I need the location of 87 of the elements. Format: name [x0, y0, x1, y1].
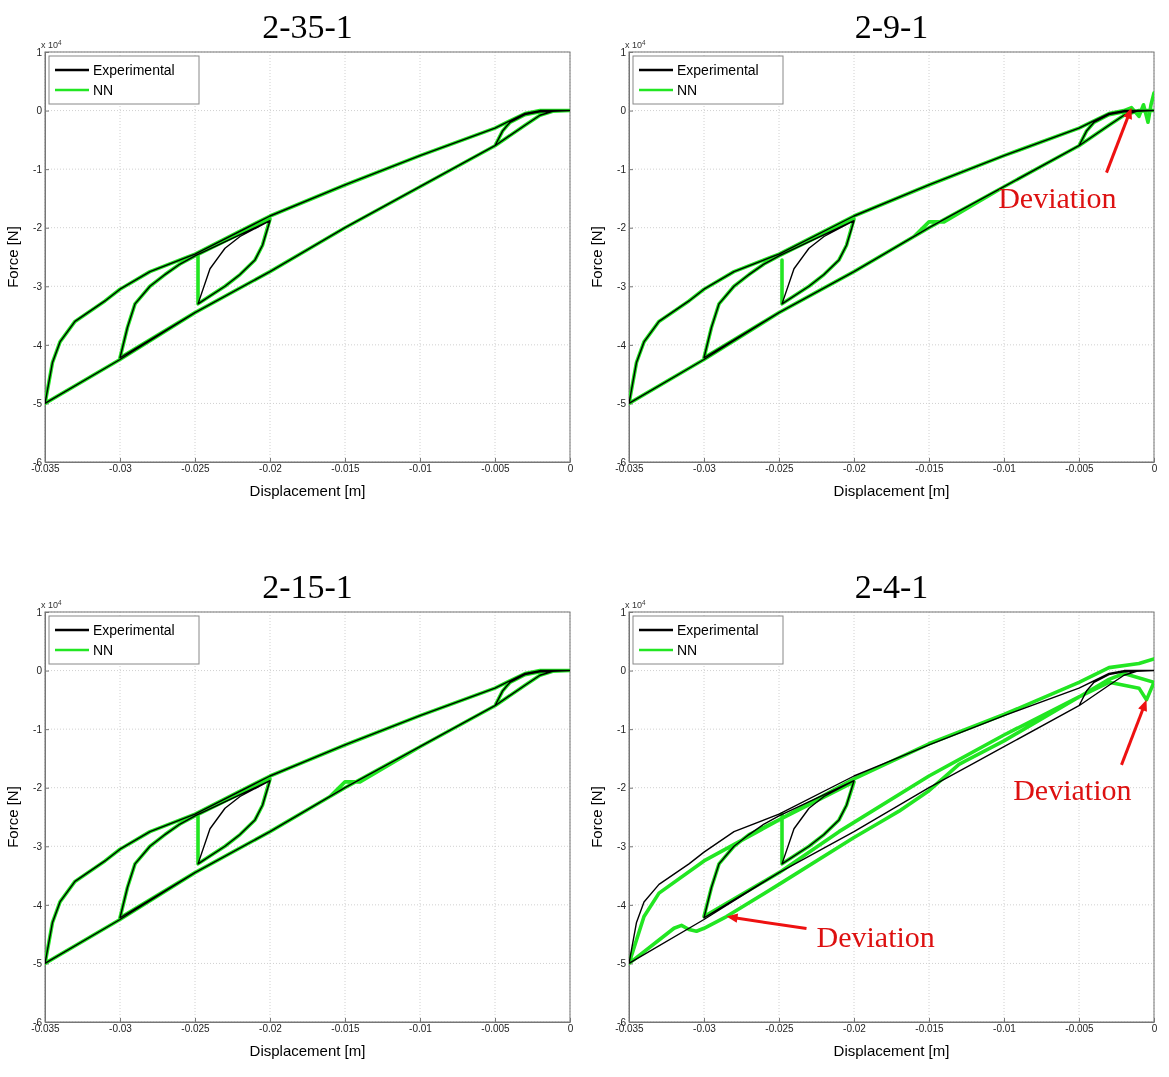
x-tick-label: -0.035	[31, 1023, 61, 1035]
x-tick-label: -0.02	[259, 1023, 283, 1035]
x-tick-label: -0.005	[1065, 1023, 1095, 1035]
y-axis-title: Force [N]	[4, 226, 21, 288]
y-tick-label: -1	[617, 163, 627, 175]
x-tick-label: 0	[567, 463, 574, 475]
x-axis-title: Displacement [m]	[249, 1042, 366, 1059]
x-tick-label: 0	[1151, 1023, 1158, 1035]
x-axis-title: Displacement [m]	[833, 1042, 950, 1059]
x-tick-label: -0.035	[615, 463, 645, 475]
y-tick-label: 0	[36, 665, 43, 677]
text: x 10$^{4}$	[41, 38, 63, 50]
legend-label: Experimental	[677, 622, 759, 638]
y-tick-label: -1	[617, 723, 627, 735]
text: x 10$^{4}$	[625, 598, 647, 610]
x-tick-label: -0.025	[181, 1023, 211, 1035]
y-tick-label: -1	[33, 723, 43, 735]
y-tick-label: 0	[620, 105, 627, 117]
y-axis-title: Force [N]	[588, 226, 605, 288]
annotation: Deviation	[998, 180, 1117, 214]
legend-label: Experimental	[93, 622, 175, 638]
y-tick-label: -4	[617, 339, 627, 351]
y-tick-label: -2	[617, 782, 627, 794]
legend-label: NN	[93, 82, 114, 98]
text: x 10$^{4}$	[41, 598, 63, 610]
x-tick-label: -0.015	[915, 1023, 945, 1035]
y-tick-label: -5	[33, 958, 43, 970]
y-axis-title: Force [N]	[588, 786, 605, 848]
y-tick-label: -2	[33, 782, 43, 794]
chart-title: 2-15-1	[262, 568, 353, 605]
x-tick-label: -0.02	[259, 463, 283, 475]
annotation: Deviation	[1013, 772, 1132, 806]
x-tick-label: -0.025	[765, 1023, 795, 1035]
y-tick-label: 1	[36, 606, 43, 618]
x-tick-label: -0.005	[1065, 463, 1095, 475]
y-tick-label: -5	[617, 398, 627, 410]
x-axis-title: Displacement [m]	[833, 482, 950, 499]
x-tick-label: -0.01	[409, 1023, 433, 1035]
x-tick-label: -0.015	[915, 463, 945, 475]
x-tick-label: -0.035	[31, 463, 61, 475]
y-tick-label: -3	[617, 280, 627, 292]
chart-title: 2-4-1	[854, 568, 929, 605]
y-tick-label: -2	[33, 222, 43, 234]
y-tick-label: 1	[620, 606, 627, 618]
y-tick-label: -3	[617, 840, 627, 852]
x-tick-label: 0	[567, 1023, 574, 1035]
x-tick-label: -0.03	[109, 463, 133, 475]
x-tick-label: 0	[1151, 463, 1158, 475]
x-tick-label: -0.005	[481, 1023, 511, 1035]
y-tick-label: -1	[33, 163, 43, 175]
x-tick-label: -0.01	[993, 463, 1017, 475]
x-tick-label: -0.02	[843, 463, 867, 475]
y-tick-label: 1	[36, 46, 43, 58]
y-tick-label: -3	[33, 280, 43, 292]
x-axis-title: Displacement [m]	[249, 482, 366, 499]
x-tick-label: -0.025	[181, 463, 211, 475]
y-tick-label: 0	[36, 105, 43, 117]
x-tick-label: -0.025	[765, 463, 795, 475]
y-tick-label: -5	[33, 398, 43, 410]
y-tick-label: -4	[33, 899, 43, 911]
x-tick-label: -0.02	[843, 1023, 867, 1035]
x-tick-label: -0.015	[331, 1023, 361, 1035]
legend-label: NN	[677, 82, 698, 98]
chart-title: 2-35-1	[262, 8, 353, 45]
y-tick-label: -4	[617, 899, 627, 911]
x-tick-label: -0.01	[993, 1023, 1017, 1035]
x-tick-label: -0.01	[409, 463, 433, 475]
legend-label: NN	[677, 642, 698, 658]
legend-label: Experimental	[677, 62, 759, 78]
x-tick-label: -0.015	[331, 463, 361, 475]
y-tick-label: -5	[617, 958, 627, 970]
y-tick-label: -2	[617, 222, 627, 234]
y-axis-title: Force [N]	[4, 786, 21, 848]
text: x 10$^{4}$	[625, 38, 647, 50]
x-tick-label: -0.03	[693, 463, 717, 475]
chart-title: 2-9-1	[854, 8, 929, 45]
y-tick-label: 1	[620, 46, 627, 58]
y-tick-label: -4	[33, 339, 43, 351]
y-tick-label: 0	[620, 665, 627, 677]
annotation: Deviation	[816, 919, 935, 953]
y-tick-label: -3	[33, 840, 43, 852]
x-tick-label: -0.03	[109, 1023, 133, 1035]
x-tick-label: -0.035	[615, 1023, 645, 1035]
legend-label: NN	[93, 642, 114, 658]
legend-label: Experimental	[93, 62, 175, 78]
x-tick-label: -0.005	[481, 463, 511, 475]
x-tick-label: -0.03	[693, 1023, 717, 1035]
